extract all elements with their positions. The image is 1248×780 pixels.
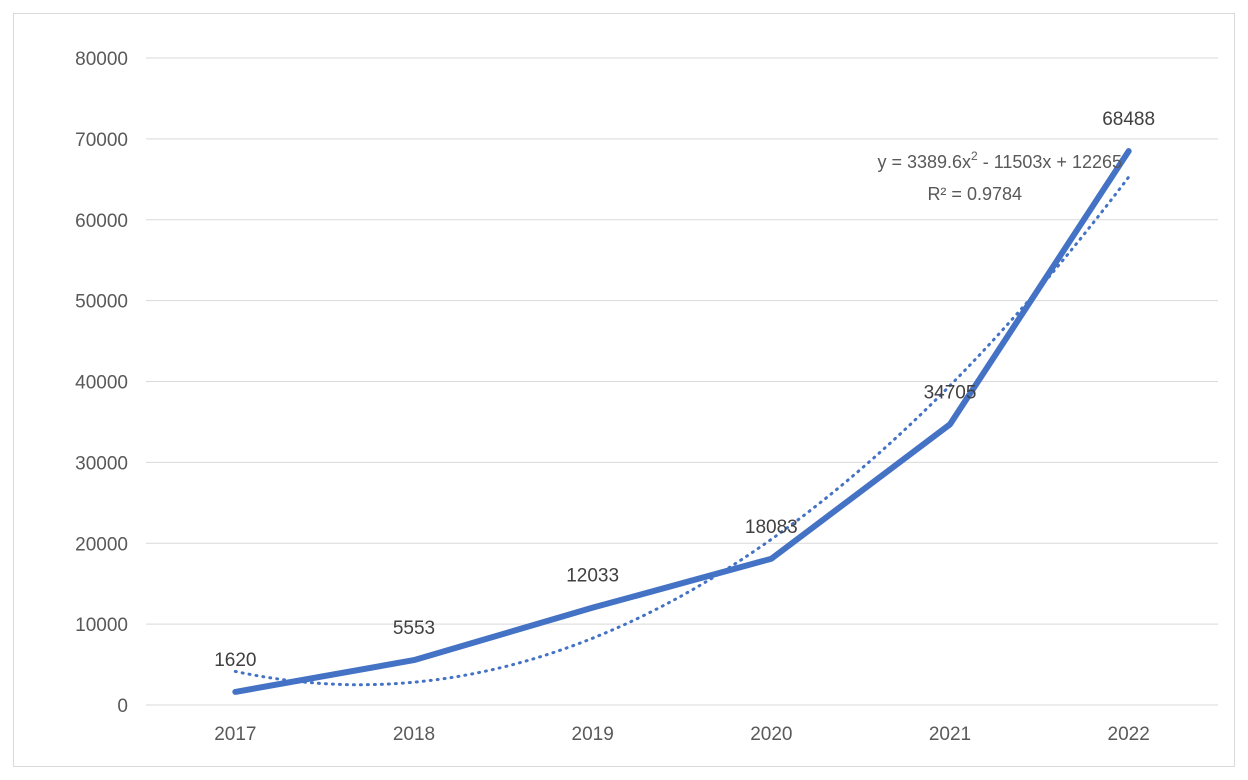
data-label: 34705 xyxy=(924,382,977,403)
data-label: 18083 xyxy=(745,517,798,538)
x-axis-ticks: 2017 2018 2019 2020 2021 2022 xyxy=(214,724,1150,745)
y-tick-label: 0 xyxy=(117,696,128,717)
y-tick-label: 70000 xyxy=(75,130,128,151)
x-tick-label: 2018 xyxy=(393,724,435,745)
y-tick-label: 10000 xyxy=(75,615,128,636)
gridlines xyxy=(146,57,1218,706)
trendline-curve xyxy=(233,175,1131,687)
series-line xyxy=(232,148,1132,695)
x-tick-label: 2021 xyxy=(929,724,971,745)
series xyxy=(232,148,1132,695)
y-tick-label: 40000 xyxy=(75,373,128,394)
data-labels: 1620 5553 12033 18083 34705 68488 xyxy=(214,109,1155,671)
data-label: 5553 xyxy=(393,618,435,639)
trendline xyxy=(233,175,1131,687)
trendline-equation-text: y = 3389.6x2 - 11503x + 12265 xyxy=(877,149,1122,172)
y-tick-label: 80000 xyxy=(75,49,128,70)
y-tick-label: 50000 xyxy=(75,292,128,313)
data-label: 68488 xyxy=(1102,109,1155,130)
data-label: 1620 xyxy=(214,650,256,671)
data-label: 12033 xyxy=(566,566,619,587)
x-tick-label: 2019 xyxy=(572,724,614,745)
trendline-equation: y = 3389.6x2 - 11503x + 12265 R² = 0.978… xyxy=(877,149,1122,204)
x-tick-label: 2017 xyxy=(214,724,256,745)
y-axis-ticks: 0 10000 20000 30000 40000 50000 60000 70000 8000… xyxy=(75,49,128,717)
trendline-r-squared: R² = 0.9784 xyxy=(927,184,1022,204)
y-tick-label: 60000 xyxy=(75,211,128,232)
x-tick-label: 2022 xyxy=(1108,724,1150,745)
y-tick-label: 20000 xyxy=(75,534,128,555)
x-tick-label: 2020 xyxy=(750,724,792,745)
y-tick-label: 30000 xyxy=(75,453,128,474)
